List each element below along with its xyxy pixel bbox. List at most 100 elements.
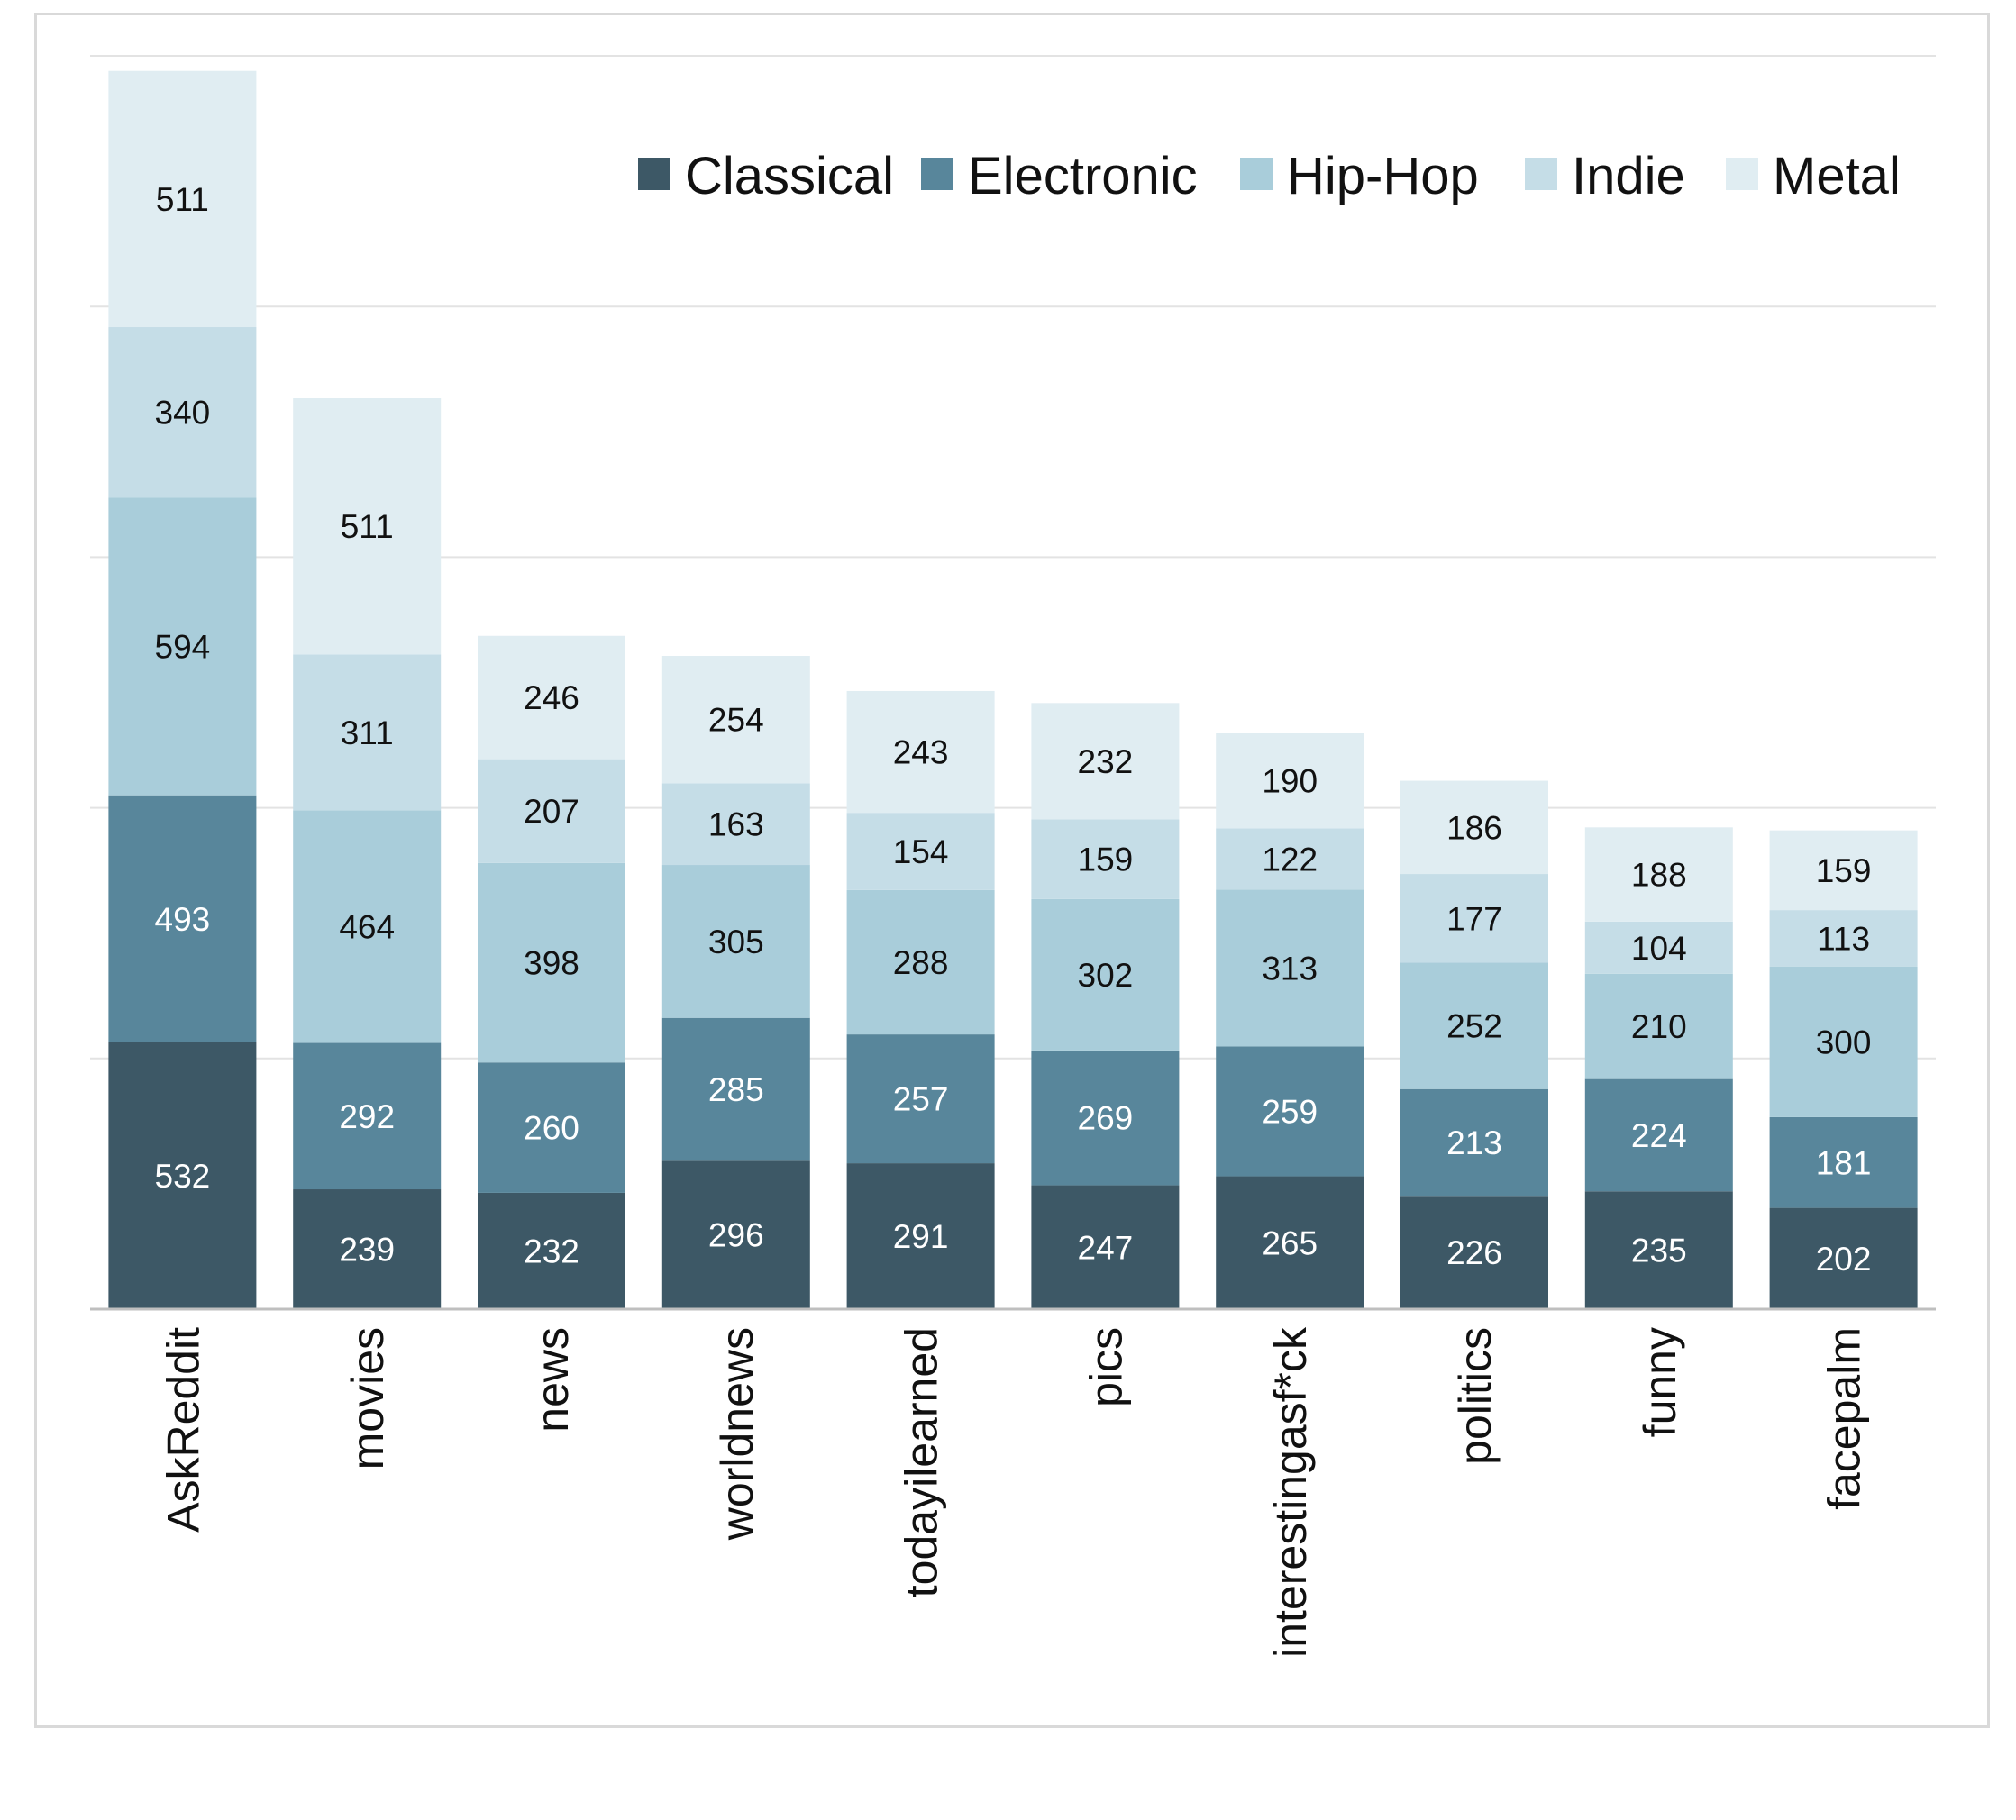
bar-indie-todayilearned bbox=[846, 813, 995, 890]
data-label: 291 bbox=[893, 1218, 949, 1255]
x-axis: AskReddit movies news worldnews todayilearne… bbox=[90, 1307, 1936, 1658]
bar-electronic-askreddit bbox=[108, 795, 257, 1042]
bar-electronic-interestingasf*ck bbox=[1216, 1046, 1364, 1177]
bar-metal-politics bbox=[1400, 780, 1548, 875]
data-label: 247 bbox=[1078, 1229, 1134, 1266]
bar-metal-facepalm bbox=[1769, 830, 1918, 911]
bar-metal-interestingasf*ck bbox=[1216, 733, 1364, 829]
data-label: 246 bbox=[524, 679, 579, 716]
bar-indie-worldnews bbox=[661, 783, 810, 866]
bar-classical-facepalm bbox=[1769, 1207, 1918, 1309]
legend-label-indie: Indie bbox=[1572, 147, 1685, 205]
bar-metal-askreddit bbox=[108, 70, 257, 328]
category-label: news bbox=[527, 1327, 578, 1433]
bar-indie-funny bbox=[1584, 921, 1733, 974]
category-label: AskReddit bbox=[158, 1327, 208, 1533]
data-label: 243 bbox=[893, 734, 949, 771]
bar-classical-funny bbox=[1584, 1191, 1733, 1309]
category-label: todayilearned bbox=[897, 1327, 947, 1597]
data-label: 296 bbox=[708, 1217, 764, 1254]
category-label: worldnews bbox=[712, 1327, 762, 1541]
bar-indie-movies bbox=[293, 654, 442, 811]
bar-classical-worldnews bbox=[661, 1160, 810, 1309]
bar-metal-movies bbox=[293, 398, 442, 655]
data-label: 305 bbox=[708, 924, 764, 960]
legend-swatch-indie bbox=[1525, 158, 1557, 190]
category-label: pics bbox=[1081, 1327, 1131, 1407]
data-label: 113 bbox=[1817, 921, 1870, 958]
data-label: 257 bbox=[893, 1081, 949, 1118]
bar-electronic-worldnews bbox=[661, 1017, 810, 1161]
bar-indie-politics bbox=[1400, 874, 1548, 963]
data-label: 232 bbox=[1078, 743, 1134, 780]
data-label: 154 bbox=[893, 833, 949, 870]
category-label: funny bbox=[1635, 1327, 1685, 1437]
legend-swatch-hip-hop bbox=[1240, 158, 1273, 190]
category-label: movies bbox=[342, 1327, 393, 1470]
data-label: 104 bbox=[1631, 930, 1687, 967]
data-label: 239 bbox=[339, 1232, 395, 1269]
bar-hip-hop-askreddit bbox=[108, 497, 257, 796]
legend-swatch-metal bbox=[1726, 158, 1758, 190]
bar-metal-worldnews bbox=[661, 656, 810, 784]
legend-swatch-electronic bbox=[921, 158, 953, 190]
bar-classical-todayilearned bbox=[846, 1163, 995, 1309]
bar-electronic-politics bbox=[1400, 1088, 1548, 1197]
bar-classical-pics bbox=[1031, 1185, 1180, 1309]
segment-labels: 532 493 594 340 511 239 292 464 311 511 232 260 398 2… bbox=[155, 181, 1872, 1278]
bar-hip-hop-todayilearned bbox=[846, 889, 995, 1035]
bar-hip-hop-worldnews bbox=[661, 865, 810, 1018]
bar-hip-hop-funny bbox=[1584, 973, 1733, 1079]
data-label: 340 bbox=[155, 395, 211, 432]
data-label: 226 bbox=[1446, 1234, 1502, 1271]
bar-indie-interestingasf*ck bbox=[1216, 828, 1364, 890]
data-label: 265 bbox=[1262, 1224, 1318, 1261]
category-label: politics bbox=[1450, 1327, 1501, 1465]
bar-classical-askreddit bbox=[108, 1042, 257, 1309]
bar-electronic-todayilearned bbox=[846, 1034, 995, 1164]
bar-classical-news bbox=[478, 1192, 625, 1309]
data-label: 210 bbox=[1631, 1008, 1687, 1045]
data-label: 122 bbox=[1262, 841, 1318, 878]
bar-classical-movies bbox=[293, 1189, 442, 1309]
data-label: 511 bbox=[156, 181, 209, 218]
bars bbox=[108, 70, 1918, 1309]
data-label: 186 bbox=[1446, 809, 1502, 846]
data-label: 207 bbox=[524, 793, 579, 830]
data-label: 224 bbox=[1631, 1117, 1687, 1154]
bar-hip-hop-news bbox=[478, 862, 625, 1063]
legend-label-classical: Classical bbox=[685, 147, 894, 205]
data-label: 177 bbox=[1446, 900, 1502, 937]
bar-indie-facepalm bbox=[1769, 910, 1918, 967]
legend-label-electronic: Electronic bbox=[968, 147, 1198, 205]
data-label: 464 bbox=[339, 908, 395, 945]
data-label: 313 bbox=[1262, 950, 1318, 987]
data-label: 259 bbox=[1262, 1094, 1318, 1131]
bar-electronic-news bbox=[478, 1062, 625, 1193]
data-label: 288 bbox=[893, 944, 949, 981]
bar-electronic-funny bbox=[1584, 1078, 1733, 1192]
bar-indie-pics bbox=[1031, 819, 1180, 899]
bar-metal-pics bbox=[1031, 703, 1180, 820]
data-label: 260 bbox=[524, 1110, 579, 1147]
category-label: facepalm bbox=[1820, 1327, 1870, 1510]
legend-label-metal: Metal bbox=[1773, 147, 1901, 205]
data-label: 594 bbox=[155, 628, 211, 665]
data-label: 300 bbox=[1816, 1024, 1872, 1060]
legend: Classical Electronic Hip-Hop Indie Metal bbox=[638, 147, 1901, 205]
bar-metal-funny bbox=[1584, 827, 1733, 922]
data-label: 493 bbox=[155, 901, 211, 938]
data-label: 269 bbox=[1078, 1100, 1134, 1137]
legend-swatch-classical bbox=[638, 158, 670, 190]
data-label: 252 bbox=[1446, 1008, 1502, 1045]
bar-electronic-pics bbox=[1031, 1050, 1180, 1186]
bar-metal-todayilearned bbox=[846, 690, 995, 814]
data-label: 511 bbox=[341, 508, 394, 545]
bar-indie-news bbox=[478, 759, 625, 863]
bar-metal-news bbox=[478, 635, 625, 760]
data-label: 163 bbox=[708, 806, 764, 843]
data-label: 159 bbox=[1816, 852, 1872, 889]
bar-hip-hop-pics bbox=[1031, 898, 1180, 1051]
data-label: 302 bbox=[1078, 957, 1134, 994]
